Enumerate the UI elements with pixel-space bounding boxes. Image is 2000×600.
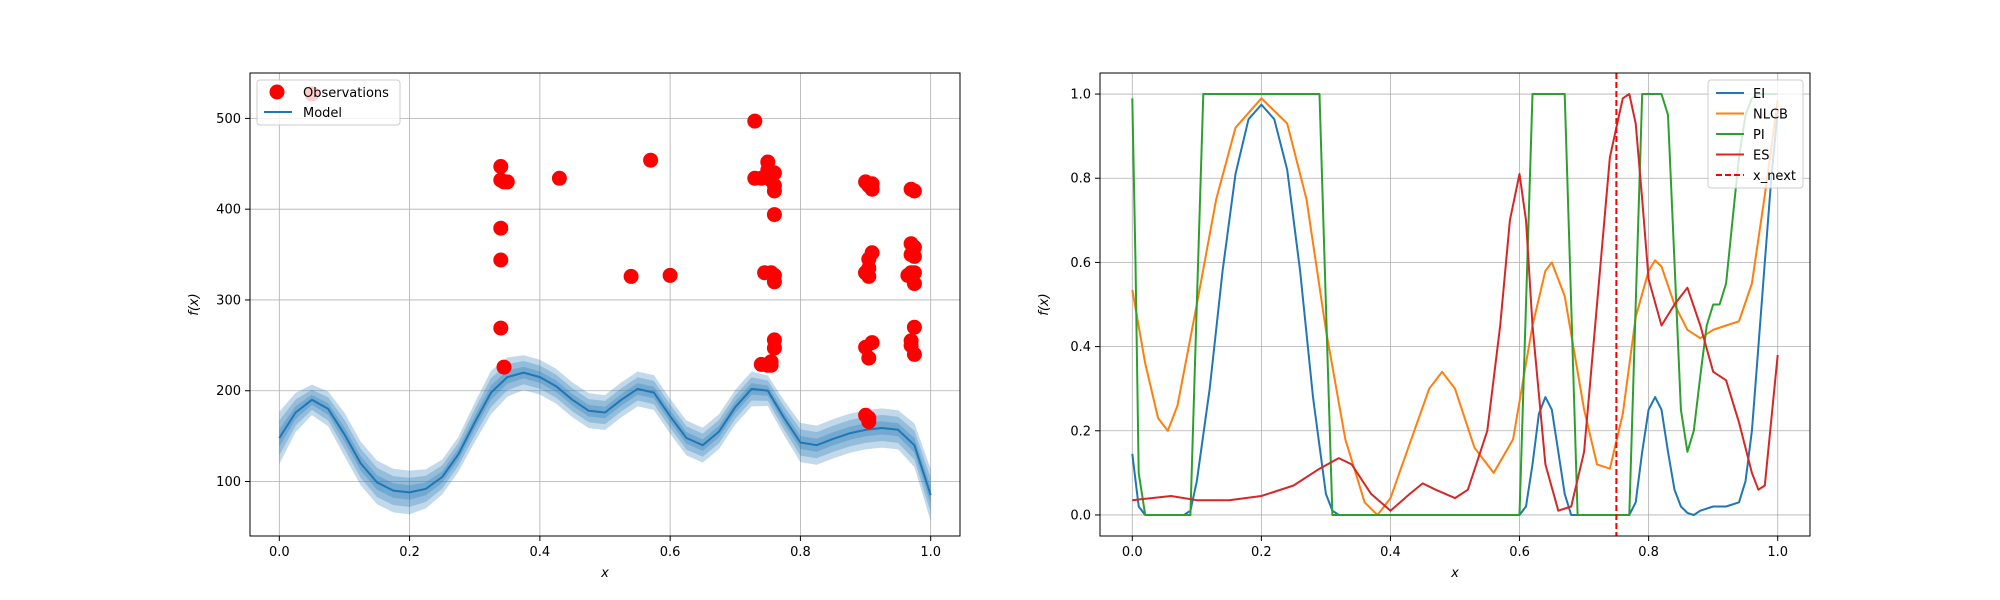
y-tick-label: 1.0 <box>1070 88 1091 103</box>
model-confidence-band-1 <box>279 355 931 522</box>
acquisition-x-axis-label: x <box>1450 566 1459 581</box>
y-tick-label: 0.2 <box>1070 424 1091 439</box>
observation-point <box>662 267 678 283</box>
observation-point <box>551 170 567 186</box>
observation-point <box>903 333 919 349</box>
observation-point <box>766 274 782 290</box>
observation-point <box>766 165 782 181</box>
observation-point <box>499 174 515 190</box>
x-tick-label: 1.0 <box>920 545 941 560</box>
legend-nlcb-label: NLCB <box>1753 108 1788 123</box>
observation-point <box>493 220 509 236</box>
observation-point <box>496 359 512 375</box>
legend-pi-label: PI <box>1753 128 1765 143</box>
y-tick-label: 0.0 <box>1070 508 1091 523</box>
model-x-axis-label: x <box>600 566 609 581</box>
observation-point <box>747 113 763 129</box>
observation-point <box>861 414 877 430</box>
observation-point <box>766 183 782 199</box>
legend-es-label: ES <box>1753 149 1769 164</box>
model-panel: 0.0 0.2 0.4 0.6 0.8 1.0 100 200 300 400 500 x f(x)… <box>187 72 961 581</box>
x-tick-label: 0.6 <box>660 545 681 560</box>
acquisition-ticks: 0.0 0.2 0.4 0.6 0.8 1.0 0.0 0.2 0.4 0.6 0.8 1.0 <box>1070 88 1788 560</box>
observation-point <box>861 268 877 284</box>
y-tick-label: 200 <box>216 384 241 399</box>
acquisition-y-axis-label: f(x) <box>1037 293 1052 315</box>
acquisition-panel: 0.0 0.2 0.4 0.6 0.8 1.0 0.0 0.2 0.4 0.6 0.8 1.0 x f… <box>1037 72 1811 581</box>
model-mean-line <box>278 371 932 496</box>
y-tick-label: 500 <box>216 112 241 127</box>
observation-point <box>623 268 639 284</box>
acquisition-axes-frame <box>1099 72 1811 537</box>
legend-model-label: Model <box>303 106 342 121</box>
observation-point <box>906 183 922 199</box>
observation-point <box>861 350 877 366</box>
legend-observations-label: Observations <box>303 86 389 101</box>
x-tick-label: 0.6 <box>1509 545 1530 560</box>
legend-x-next-label: x_next <box>1753 169 1796 184</box>
x-tick-label: 0.2 <box>1251 545 1272 560</box>
observation-point <box>906 248 922 264</box>
observation-point <box>493 252 509 268</box>
x-tick-label: 0.4 <box>530 545 551 560</box>
acquisition-legend: EI NLCB PI ES x_next <box>1707 79 1804 189</box>
y-tick-label: 0.4 <box>1070 340 1091 355</box>
observation-point <box>861 251 877 267</box>
model-confidence-band-2 <box>279 361 931 513</box>
acquisition-axes-background <box>1100 73 1810 536</box>
x-tick-label: 0.4 <box>1380 545 1401 560</box>
model-axes-frame <box>249 72 961 537</box>
y-tick-label: 100 <box>216 475 241 490</box>
x-tick-label: 0.0 <box>269 545 290 560</box>
model-legend-box <box>256 79 401 126</box>
observation-point <box>643 152 659 168</box>
y-tick-label: 0.8 <box>1070 172 1091 187</box>
series-line-es <box>1132 93 1779 512</box>
observation-point <box>766 332 782 348</box>
observation-point <box>906 319 922 335</box>
y-tick-label: 400 <box>216 203 241 218</box>
observation-point <box>763 354 779 370</box>
series-line-ei <box>1131 103 1779 516</box>
y-tick-label: 300 <box>216 293 241 308</box>
y-tick-label: 0.6 <box>1070 256 1091 271</box>
observation-point <box>864 335 880 351</box>
x-tick-label: 0.0 <box>1122 545 1143 560</box>
model-y-axis-label: f(x) <box>187 293 202 315</box>
acquisition-legend-box <box>1707 79 1804 189</box>
model-legend: Observations Model <box>256 79 401 126</box>
legend-ei-label: EI <box>1753 87 1765 102</box>
observation-point <box>906 276 922 292</box>
x-tick-label: 1.0 <box>1767 545 1788 560</box>
model-ticks: 0.0 0.2 0.4 0.6 0.8 1.0 100 200 300 400 500 <box>216 112 941 560</box>
model-gridlines <box>250 73 960 536</box>
observation-point <box>493 159 509 174</box>
observation-point <box>864 181 880 197</box>
x-tick-label: 0.2 <box>399 545 420 560</box>
observation-point <box>906 265 922 281</box>
legend-observations-marker <box>269 84 285 100</box>
x-tick-label: 0.8 <box>790 545 811 560</box>
series-line-nlcb <box>1131 97 1779 516</box>
observation-point <box>906 346 922 362</box>
observation-point <box>766 207 782 223</box>
observation-point <box>493 320 509 336</box>
model-axes-background <box>250 73 960 536</box>
model-plot-area <box>278 86 932 522</box>
x-tick-label: 0.8 <box>1638 545 1659 560</box>
